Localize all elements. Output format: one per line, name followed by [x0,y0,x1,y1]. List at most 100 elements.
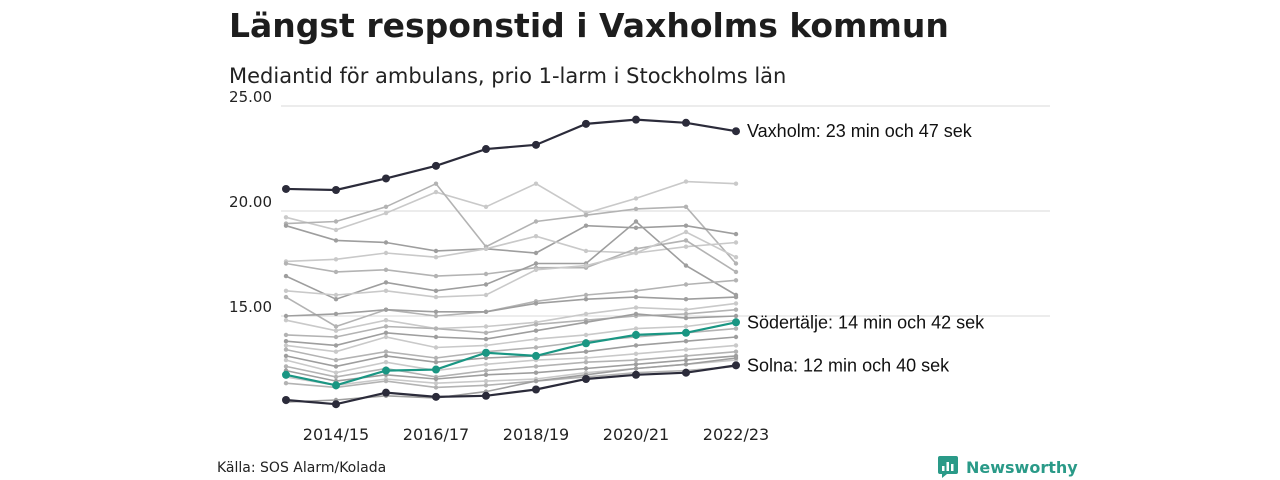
data-point [483,309,489,314]
data-point [682,368,690,377]
data-point [433,181,439,186]
data-point [333,297,339,302]
data-point [733,355,739,361]
data-point [383,334,389,340]
data-point [733,326,739,331]
data-point [633,326,639,331]
data-point [483,372,489,377]
data-point [583,223,589,228]
data-point [683,229,689,235]
data-point [633,305,639,310]
data-point [733,313,739,319]
data-point [682,118,690,127]
data-point [583,332,589,338]
data-point [333,364,339,369]
data-point [483,271,489,277]
data-point [683,307,689,312]
data-point [433,248,439,254]
background-series-line [283,311,739,348]
data-point [533,301,539,306]
data-point [733,349,739,354]
data-point [633,246,639,251]
data-point [683,362,689,367]
data-point [483,282,489,287]
data-point [383,330,389,335]
data-point [283,261,289,266]
data-point [483,383,489,388]
data-point [283,318,289,323]
series-path [285,279,737,328]
data-point [683,223,689,228]
data-point [732,361,740,370]
data-point [583,297,589,302]
data-point [633,294,639,300]
data-point [382,366,390,375]
data-point [283,313,289,319]
data-point [283,353,289,359]
data-point [632,370,640,379]
data-point [333,311,339,317]
data-point [432,161,440,170]
data-point [583,360,589,365]
data-point [683,315,689,321]
data-point [683,179,689,184]
data-point [433,294,439,300]
data-point [433,255,439,260]
data-point [433,189,439,195]
x-tick-label: 2014/15 [303,425,369,444]
highlighted-series [282,115,740,409]
data-point [333,357,339,363]
data-point [283,339,289,344]
data-point [432,365,440,374]
data-point [533,336,539,342]
data-point [383,360,389,365]
data-point [283,215,289,220]
data-point [433,345,439,350]
data-point [532,351,540,360]
data-point [333,219,339,224]
data-point [733,255,739,260]
data-point [383,204,389,209]
data-point [333,334,339,340]
series-label: Vaxholm: 23 min och 47 sek [747,121,973,141]
data-point [583,366,589,371]
brand-logo[interactable]: Newsworthy [938,456,1078,478]
data-point [433,381,439,386]
x-tick-label: 2022/23 [703,425,769,444]
data-point [333,238,339,243]
series-path [285,239,737,277]
data-point [433,313,439,319]
data-point [733,334,739,340]
data-point [283,332,289,338]
series-path [285,350,737,378]
data-point [283,347,289,352]
data-point [382,174,390,183]
data-point [483,330,489,335]
series-sdertlje [282,318,740,390]
background-series-line [283,278,739,329]
data-point [583,320,589,325]
data-point [733,294,739,300]
data-point [483,368,489,373]
background-series-line [283,238,739,279]
series-path [285,224,737,254]
data-point [633,225,639,230]
data-point [433,273,439,279]
data-point [433,385,439,390]
data-point [482,145,490,154]
data-point [483,378,489,384]
data-point [483,336,489,342]
data-point [733,269,739,275]
data-point [683,357,689,363]
data-point [583,263,589,268]
data-point [433,360,439,365]
series-path [285,231,737,298]
data-point [583,292,589,298]
data-point [383,318,389,323]
background-series-line [283,343,739,375]
data-point [282,370,290,379]
data-point [283,294,289,300]
data-point [533,370,539,375]
series-path [285,180,737,231]
